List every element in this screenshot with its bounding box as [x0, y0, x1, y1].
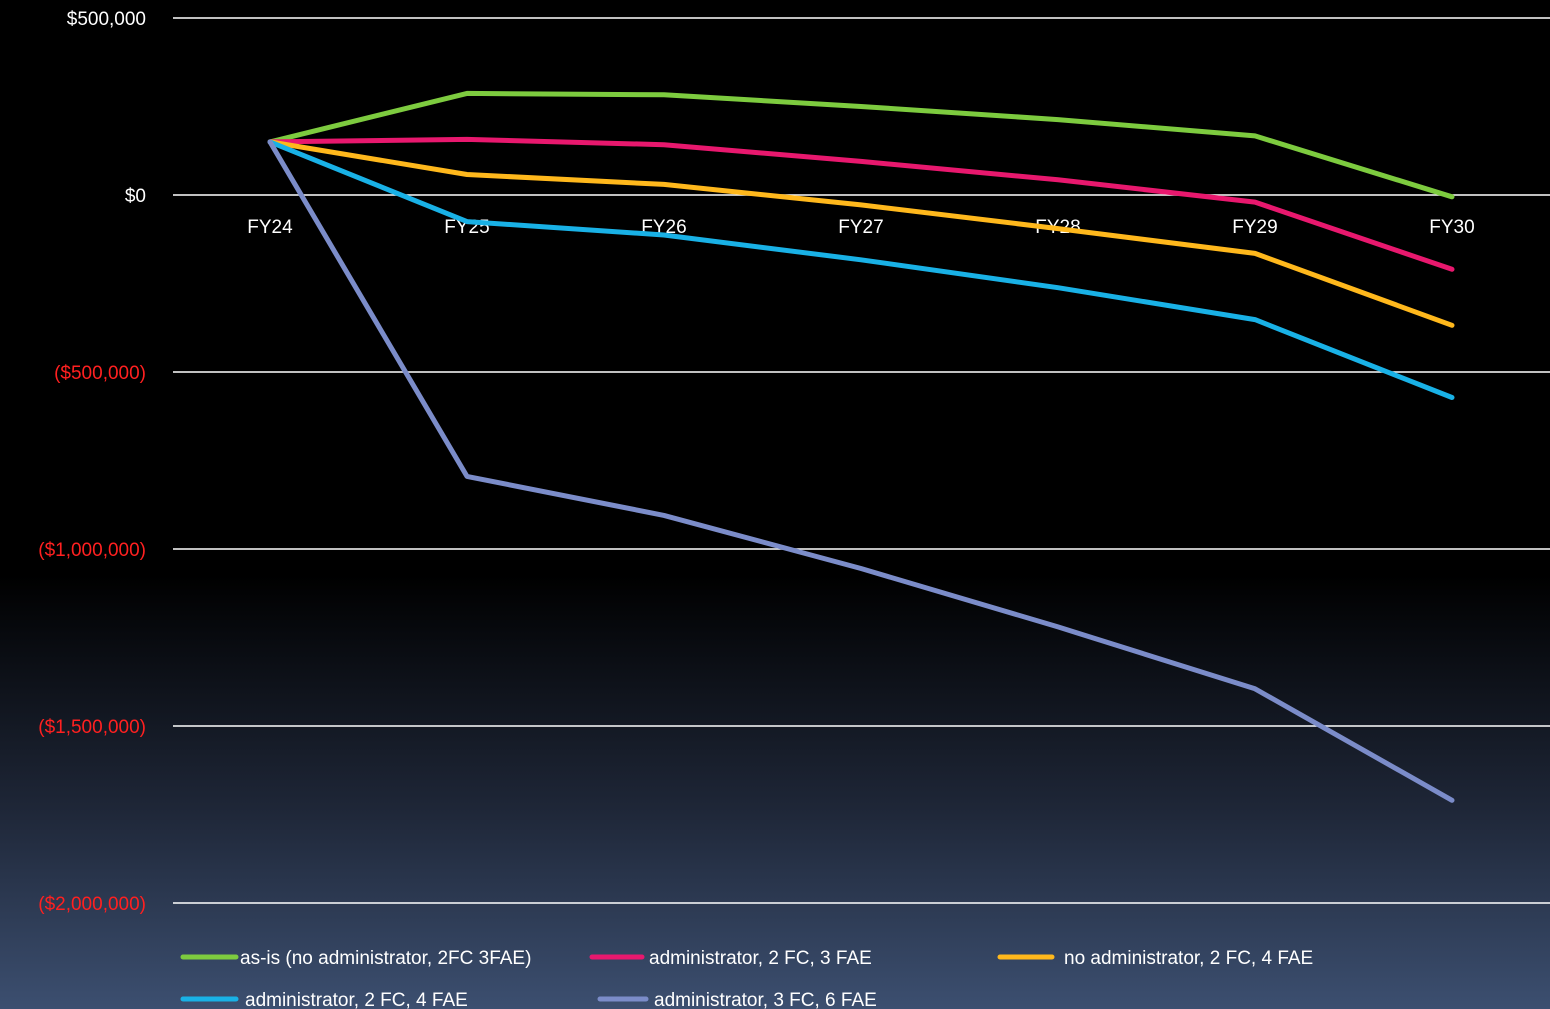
series-lines [267, 90, 1455, 803]
legend-label: no administrator, 2 FC, 4 FAE [1064, 948, 1313, 969]
series-line-2 [267, 136, 1455, 272]
series-line-4 [267, 139, 1455, 400]
x-axis: FY24 FY25 FY26 FY27 FY28 FY29 FY30 [247, 217, 1474, 238]
legend-label: administrator, 2 FC, 4 FAE [245, 990, 468, 1009]
legend: as-is (no administrator, 2FC 3FAE) admini… [180, 948, 1313, 1009]
y-tick-label: ($2,000,000) [38, 894, 146, 915]
series-line-5 [267, 139, 1455, 803]
y-tick-label: ($1,500,000) [38, 717, 146, 738]
x-tick-label: FY27 [838, 217, 883, 238]
y-tick-label: ($1,000,000) [38, 540, 146, 561]
x-tick-label: FY29 [1232, 217, 1277, 238]
legend-label: administrator, 3 FC, 6 FAE [654, 990, 877, 1009]
y-tick-label: $0 [125, 186, 146, 207]
gridlines [173, 17, 1550, 904]
legend-label: as-is (no administrator, 2FC 3FAE) [240, 948, 531, 969]
x-tick-label: FY30 [1429, 217, 1474, 238]
x-tick-label: FY24 [247, 217, 293, 238]
series-line-1 [267, 90, 1455, 200]
y-tick-label: $500,000 [67, 9, 146, 30]
y-axis: $500,000 $0 ($500,000) ($1,000,000) ($1,500,… [38, 9, 146, 915]
legend-label: administrator, 2 FC, 3 FAE [649, 948, 872, 969]
series-line-3 [267, 139, 1455, 328]
y-tick-label: ($500,000) [54, 363, 146, 384]
